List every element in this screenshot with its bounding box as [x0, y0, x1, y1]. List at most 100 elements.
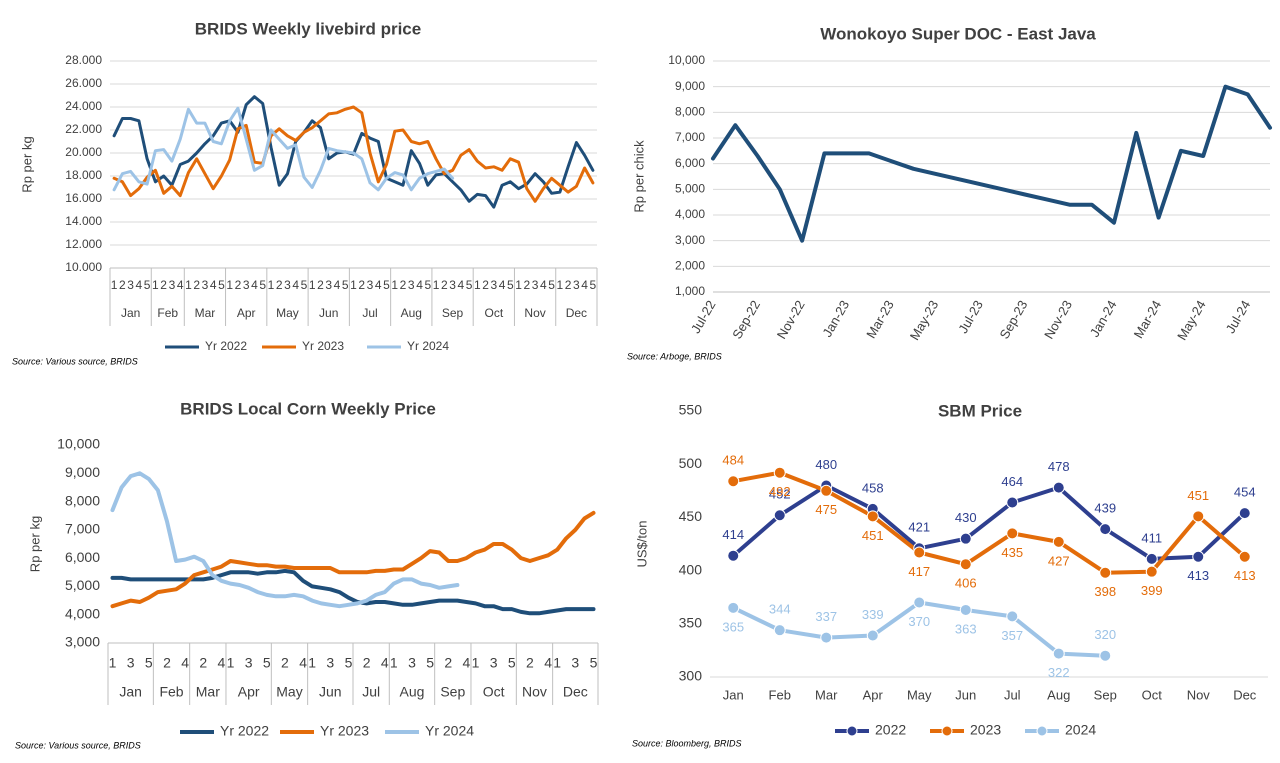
month-label: Jun [319, 306, 338, 320]
data-label: 452 [769, 487, 791, 502]
x-tick-label: 1 [557, 278, 564, 292]
chart-title: BRIDS Local Corn Weekly Price [180, 399, 436, 418]
x-tick-label: 1 [109, 655, 117, 671]
month-label: Dec [566, 306, 587, 320]
month-label: May [276, 306, 299, 320]
x-tick-label: May [907, 687, 932, 702]
y-tick-label: 500 [679, 455, 703, 471]
data-point [1099, 649, 1112, 662]
legend-label: Yr 2024 [425, 723, 474, 739]
month-label: Feb [159, 684, 183, 700]
x-tick-label: Sep-23 [997, 298, 1031, 342]
x-tick-label: 5 [590, 655, 598, 671]
series-line [110, 510, 596, 609]
data-point [1145, 552, 1158, 565]
x-tick-label: Jul-22 [688, 298, 719, 336]
y-tick-label: 3,000 [675, 233, 705, 247]
data-label: 435 [1001, 545, 1023, 560]
x-tick-label: 5 [301, 278, 308, 292]
month-label: Aug [400, 684, 425, 700]
x-tick-label: 4 [181, 655, 189, 671]
month-label: Nov [522, 684, 547, 700]
x-tick-label: 2 [119, 278, 126, 292]
source-note: Source: Bloomberg, BRIDS [632, 738, 742, 748]
legend-marker [846, 725, 858, 737]
data-point [1099, 566, 1112, 579]
legend-label: 2023 [970, 722, 1001, 738]
chart-title: Wonokoyo Super DOC - East Java [820, 24, 1096, 43]
y-tick-label: 20.000 [65, 145, 102, 159]
x-tick-label: 3 [573, 278, 580, 292]
x-tick-label: 3 [243, 278, 250, 292]
data-label: 413 [1187, 568, 1209, 583]
x-tick-label: 4 [334, 278, 341, 292]
data-point [727, 549, 740, 562]
series-line [112, 106, 455, 192]
x-tick-label: 5 [263, 655, 271, 671]
x-tick-label: Nov [1187, 687, 1211, 702]
y-tick-label: 10,000 [668, 53, 705, 67]
y-tick-label: 22.000 [65, 122, 102, 136]
series-line [110, 471, 460, 609]
x-tick-label: 4 [136, 278, 143, 292]
data-label: 451 [1187, 488, 1209, 503]
month-label: Oct [484, 306, 503, 320]
x-tick-label: 3 [169, 278, 176, 292]
data-label: 430 [955, 510, 977, 525]
y-tick-label: 12.000 [65, 237, 102, 251]
data-point [1192, 510, 1205, 523]
x-tick-label: May-24 [1174, 298, 1209, 343]
x-tick-label: 5 [426, 655, 434, 671]
legend-label: Yr 2024 [407, 339, 449, 353]
y-axis-label: Rp per kg [19, 136, 34, 192]
y-tick-label: 18.000 [65, 168, 102, 182]
data-label: 464 [1001, 474, 1023, 489]
x-tick-label: Dec [1233, 687, 1257, 702]
x-tick-label: May-23 [907, 298, 942, 343]
y-tick-label: 5,000 [65, 577, 100, 593]
data-point [1052, 535, 1065, 548]
x-tick-label: 2 [193, 278, 200, 292]
x-tick-label: Jan-24 [1087, 298, 1120, 340]
x-tick-label: 2 [441, 278, 448, 292]
x-tick-label: 4 [540, 278, 547, 292]
x-tick-label: 2 [160, 278, 167, 292]
data-label: 363 [955, 621, 977, 636]
y-tick-label: 4,000 [675, 207, 705, 221]
x-tick-label: 1 [268, 278, 275, 292]
x-tick-label: 3 [449, 278, 456, 292]
x-tick-label: 3 [490, 655, 498, 671]
data-label: 475 [815, 502, 837, 517]
x-tick-label: 2 [317, 278, 324, 292]
month-label: Sep [440, 684, 465, 700]
month-label: Oct [483, 684, 505, 700]
x-tick-label: 2 [199, 655, 207, 671]
month-label: Mar [196, 684, 220, 700]
x-tick-label: 2 [526, 655, 534, 671]
month-label: Feb [157, 306, 178, 320]
x-tick-label: Mar [815, 687, 838, 702]
y-tick-label: 10,000 [57, 436, 100, 452]
x-tick-label: 5 [145, 655, 153, 671]
y-tick-label: 450 [679, 508, 703, 524]
y-tick-label: 28.000 [65, 53, 102, 67]
x-tick-label: 3 [367, 278, 374, 292]
y-tick-label: 7,000 [65, 521, 100, 537]
data-label: 414 [722, 527, 744, 542]
x-tick-label: 2 [444, 655, 452, 671]
legend-marker [1036, 725, 1048, 737]
x-tick-label: Jul [1004, 687, 1021, 702]
y-tick-label: 5,000 [675, 182, 705, 196]
legend-label: 2022 [875, 722, 906, 738]
x-tick-label: 3 [202, 278, 209, 292]
y-tick-label: 8,000 [65, 492, 100, 508]
x-tick-label: 5 [424, 278, 431, 292]
data-point [773, 466, 786, 479]
data-point [1052, 481, 1065, 494]
y-tick-label: 8,000 [675, 105, 705, 119]
series-line [731, 483, 1247, 561]
y-axis-label: Rp per chick [631, 140, 646, 213]
x-tick-label: 4 [251, 278, 258, 292]
x-tick-label: 1 [226, 278, 233, 292]
month-label: Apr [238, 684, 260, 700]
